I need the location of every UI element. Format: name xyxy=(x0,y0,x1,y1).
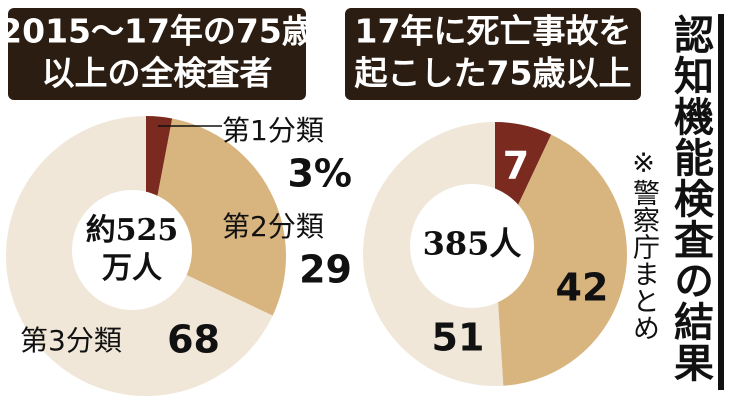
value-label: 7 xyxy=(503,144,529,188)
center-label: 385人 xyxy=(423,225,522,263)
center-label: 約525 xyxy=(86,213,179,248)
pie-slice xyxy=(495,134,627,386)
donut-hole xyxy=(72,190,192,310)
value-label: 3% xyxy=(287,152,352,196)
category-label: 第2分類 xyxy=(222,210,324,243)
chart-title: 以上の全検査者 xyxy=(42,54,273,93)
title-box xyxy=(8,8,306,100)
title-box xyxy=(345,8,641,100)
value-label: 51 xyxy=(432,316,485,360)
main-title: 認知機能検査の結果 xyxy=(667,14,713,383)
category-label: 第3分類 xyxy=(20,324,122,357)
chart-title: 17年に死亡事故を xyxy=(355,12,632,51)
center-label: 万人 xyxy=(102,251,162,286)
donut-hole xyxy=(410,184,534,308)
rule xyxy=(718,14,724,390)
category-label: 第1分類 xyxy=(222,114,324,147)
value-label: 29 xyxy=(299,248,352,292)
source-note: ※警察庁まとめ xyxy=(628,148,659,341)
value-label: 68 xyxy=(167,318,220,362)
chart-title: 起こした75歳以上 xyxy=(355,54,632,93)
chart-title: 2015～17年の75歳 xyxy=(0,12,315,51)
value-label: 42 xyxy=(556,266,609,310)
